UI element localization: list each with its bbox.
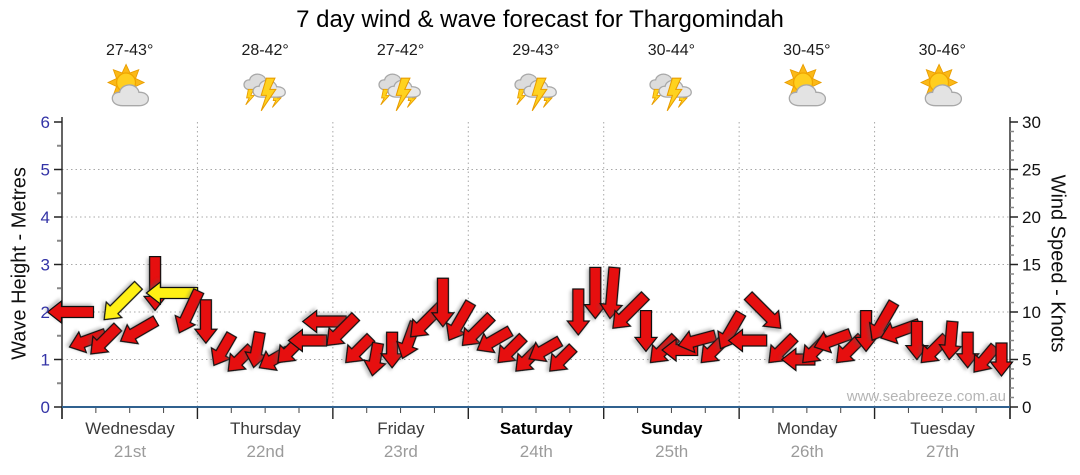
axes bbox=[54, 117, 1018, 419]
right-axis-tick-label: 20 bbox=[1022, 208, 1041, 227]
day-date: 25th bbox=[655, 442, 689, 461]
wind-arrow bbox=[549, 343, 578, 372]
wind-arrow bbox=[813, 328, 853, 354]
day-date: 21st bbox=[113, 442, 147, 461]
wind-arrow bbox=[142, 256, 168, 312]
wind-arrow bbox=[244, 330, 269, 369]
wind-arrow bbox=[103, 280, 144, 321]
wind-arrow bbox=[461, 311, 496, 347]
wind-arrow bbox=[193, 299, 219, 345]
wind-arrow bbox=[145, 280, 199, 306]
day-label: Saturday bbox=[499, 419, 573, 438]
day-label: Tuesday bbox=[910, 419, 975, 438]
day-date: 22nd bbox=[246, 442, 285, 461]
left-axis-tick-label: 0 bbox=[41, 398, 50, 417]
wind-arrow bbox=[633, 310, 659, 353]
chart-title: 7 day wind & wave forecast for Thargomin… bbox=[296, 6, 784, 33]
wind-arrow bbox=[90, 322, 123, 355]
temp-range: 28-42° bbox=[241, 42, 289, 59]
wind-arrow bbox=[409, 301, 447, 338]
wind-arrow bbox=[973, 342, 1001, 373]
wind-arrow bbox=[46, 299, 95, 325]
wind-arrow bbox=[345, 332, 376, 364]
day-label: Thursday bbox=[229, 419, 301, 438]
wind-arrow bbox=[920, 332, 952, 364]
wind-arrow bbox=[727, 328, 768, 353]
day-date: 23rd bbox=[383, 442, 418, 461]
temp-range: 30-45° bbox=[783, 42, 831, 59]
wind-arrow bbox=[476, 325, 514, 354]
day-date: 24th bbox=[519, 442, 553, 461]
wind-arrow bbox=[528, 335, 564, 363]
gridlines bbox=[62, 122, 1010, 407]
day-label: Monday bbox=[776, 419, 838, 438]
wind-arrow bbox=[497, 332, 528, 364]
day-date: 27th bbox=[926, 442, 960, 461]
wind-arrows bbox=[46, 256, 1014, 377]
wind-arrow bbox=[566, 288, 591, 336]
right-axis-tick-label: 15 bbox=[1022, 256, 1041, 275]
temp-range: 30-44° bbox=[647, 42, 696, 59]
right-axis-tick-label: 5 bbox=[1022, 351, 1031, 370]
right-axis-tick-label: 25 bbox=[1022, 161, 1041, 180]
wind-arrow bbox=[287, 328, 328, 353]
left-axis-title: Wave Height - Metres bbox=[8, 167, 31, 360]
wind-arrow bbox=[599, 266, 624, 320]
wind-arrow bbox=[938, 320, 963, 361]
wind-arrow bbox=[301, 309, 347, 334]
tick-labels: 0 1 2 3 4 5 6 0 5 10 15 20 25 30 bbox=[41, 113, 1041, 417]
wind-arrow bbox=[210, 331, 238, 367]
wind-arrow bbox=[989, 342, 1014, 377]
temp-range: 29-43° bbox=[512, 42, 560, 59]
right-axis-tick-label: 10 bbox=[1022, 303, 1041, 322]
wind-arrow bbox=[326, 311, 361, 347]
wind-arrow bbox=[743, 290, 782, 329]
left-axis-tick-label: 4 bbox=[41, 208, 50, 227]
left-axis-tick-label: 6 bbox=[41, 113, 50, 132]
day-date: 26th bbox=[790, 442, 824, 461]
left-axis-tick-label: 5 bbox=[41, 161, 50, 180]
temp-range: 30-46° bbox=[918, 42, 966, 59]
wind-arrow bbox=[583, 266, 608, 320]
left-axis-tick-label: 1 bbox=[41, 351, 50, 370]
wind-arrow bbox=[362, 341, 387, 377]
temp-range: 27-43° bbox=[106, 42, 154, 59]
right-axis-tick-label: 0 bbox=[1022, 398, 1031, 417]
wind-arrow bbox=[119, 315, 160, 345]
left-axis-tick-label: 2 bbox=[41, 303, 50, 322]
watermark: www.seabreeze.com.au bbox=[846, 388, 1006, 405]
left-axis-tick-label: 3 bbox=[41, 256, 50, 275]
wind-arrow bbox=[379, 331, 405, 369]
wind-arrow bbox=[612, 290, 651, 329]
wind-arrow bbox=[430, 277, 456, 328]
wind-arrow bbox=[68, 328, 108, 354]
wind-arrow bbox=[445, 299, 477, 342]
day-label: Sunday bbox=[641, 419, 703, 438]
right-axis-tick-label: 30 bbox=[1022, 113, 1041, 132]
day-label: Wednesday bbox=[85, 419, 175, 438]
day-label: Friday bbox=[377, 419, 425, 438]
wind-arrow bbox=[174, 288, 205, 334]
wind-arrow bbox=[677, 329, 718, 354]
right-axis-title: Wind Speed - Knots bbox=[1046, 174, 1069, 353]
wind-arrow bbox=[227, 343, 257, 372]
wind-arrow bbox=[768, 332, 799, 364]
temp-range: 27-42° bbox=[376, 42, 425, 59]
